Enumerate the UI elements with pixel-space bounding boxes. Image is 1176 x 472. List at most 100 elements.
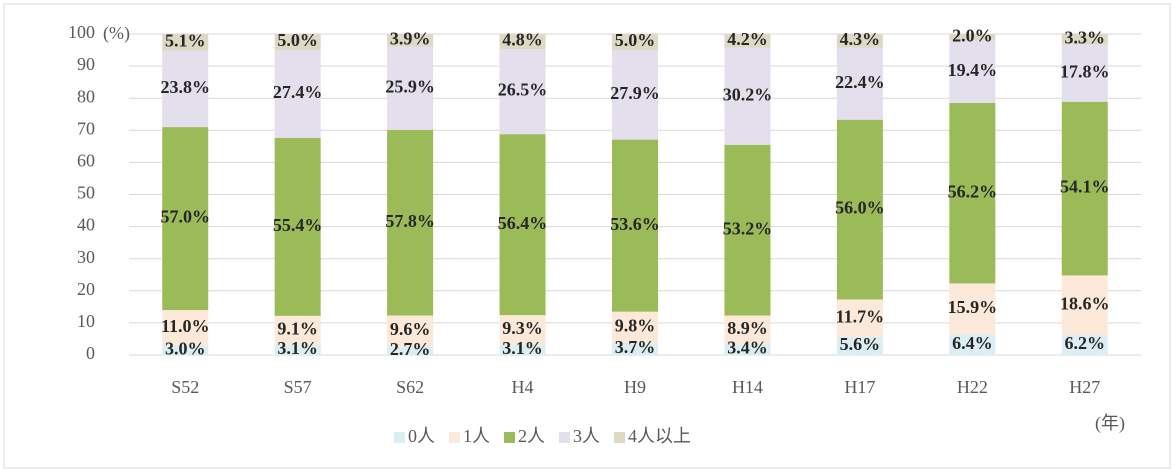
value-label: 5.1% — [165, 31, 206, 51]
legend-label: 1人 — [463, 426, 490, 446]
x-tick-label: S62 — [396, 377, 424, 397]
legend-swatch — [559, 432, 570, 443]
bar-segment — [612, 50, 658, 140]
value-label: 9.1% — [277, 319, 318, 339]
bar-segment — [162, 127, 209, 311]
bar-segment — [387, 346, 434, 355]
value-label: 2.7% — [390, 339, 431, 359]
legend-swatch — [449, 432, 460, 443]
y-tick-label: 60 — [77, 151, 95, 171]
legend-label: 4人以上 — [628, 426, 691, 446]
y-tick-label: 80 — [77, 86, 95, 106]
bar-segment — [724, 34, 771, 48]
value-label: 15.9% — [948, 297, 998, 317]
bar-segment — [949, 34, 996, 41]
value-label: 6.2% — [1065, 333, 1106, 353]
value-label: 22.4% — [835, 72, 885, 92]
y-tick-label: 20 — [77, 279, 95, 299]
value-label: 56.0% — [835, 198, 885, 218]
value-label: 8.9% — [727, 318, 768, 338]
bar-segment — [949, 103, 996, 284]
value-label: 18.6% — [1060, 293, 1110, 313]
value-label: 5.6% — [840, 334, 881, 354]
bar-segment — [724, 47, 771, 145]
legend-swatch — [614, 432, 625, 443]
y-tick-label: 40 — [77, 215, 95, 235]
x-tick-label: H4 — [512, 377, 534, 397]
bar-segment — [612, 139, 658, 312]
value-label: 56.4% — [498, 213, 548, 233]
legend-swatch — [394, 432, 405, 443]
value-label: 3.7% — [615, 337, 656, 357]
bar-segment — [387, 129, 434, 316]
bar-segment — [1061, 44, 1108, 102]
value-label: 25.9% — [385, 77, 435, 97]
y-tick-label: 100 — [68, 22, 95, 42]
value-label: 11.0% — [161, 316, 210, 336]
value-label: 5.0% — [277, 30, 318, 50]
value-label: 9.6% — [390, 319, 431, 339]
bar-segment — [499, 134, 546, 316]
bar-segment — [836, 337, 883, 355]
bar-segment — [836, 34, 883, 48]
bar-segment — [612, 311, 658, 344]
bar-segment — [387, 315, 434, 347]
bar-segment — [274, 345, 321, 355]
bar-segment — [1061, 335, 1108, 355]
bar-segment — [949, 283, 996, 335]
bar-segment — [387, 34, 434, 47]
value-label: 2.0% — [952, 26, 993, 46]
bar-segment — [836, 119, 883, 300]
value-label: 54.1% — [1060, 177, 1110, 197]
value-label: 30.2% — [723, 84, 773, 104]
bar-segment — [274, 138, 321, 316]
legend-swatch — [504, 432, 515, 443]
value-label: 57.0% — [160, 207, 210, 227]
value-label: 4.3% — [840, 29, 881, 49]
value-label: 3.1% — [502, 338, 543, 358]
bar-segment — [387, 46, 434, 130]
bar-segment — [274, 315, 321, 346]
bar-segment — [499, 33, 546, 50]
value-label: 53.2% — [723, 218, 773, 238]
y-tick-label: 90 — [77, 54, 95, 74]
legend-label: 0人 — [408, 426, 435, 446]
value-label: 6.4% — [952, 333, 993, 353]
value-label: 3.9% — [390, 29, 431, 49]
value-label: 57.8% — [385, 211, 435, 231]
bar-segment — [949, 40, 996, 104]
bar-segment — [836, 47, 883, 120]
value-label: 9.3% — [502, 318, 543, 338]
bar-segment — [612, 34, 658, 51]
x-tick-label: H27 — [1069, 377, 1100, 397]
value-label: 26.5% — [498, 80, 548, 100]
x-tick-label: H17 — [844, 377, 875, 397]
value-label: 23.8% — [160, 77, 210, 97]
bar-segment — [162, 310, 209, 346]
bar-segment — [724, 144, 771, 316]
value-label: 3.0% — [165, 338, 206, 358]
value-label: 3.1% — [277, 338, 318, 358]
bar-segment — [499, 49, 546, 135]
x-tick-label: H14 — [732, 377, 763, 397]
bar-segment — [499, 345, 546, 355]
bar-segment — [724, 344, 771, 355]
bar-segment — [1061, 275, 1108, 336]
value-label: 56.2% — [948, 181, 998, 201]
y-unit: (%) — [103, 23, 130, 44]
bar-segment — [162, 50, 209, 128]
bar-segment — [612, 343, 658, 355]
x-label: (年) — [1095, 413, 1125, 434]
value-label: 17.8% — [1060, 61, 1110, 81]
bar-segment — [162, 345, 209, 355]
bar-segment — [274, 50, 321, 139]
value-label: 19.4% — [948, 60, 998, 80]
y-tick-label: 50 — [77, 183, 95, 203]
bar-segment — [724, 315, 771, 345]
x-tick-label: S57 — [284, 377, 312, 397]
bar-segment — [162, 34, 209, 51]
y-tick-label: 0 — [86, 343, 95, 363]
value-label: 3.4% — [727, 338, 768, 358]
value-label: 53.6% — [610, 214, 660, 234]
value-label: 5.0% — [615, 30, 656, 50]
